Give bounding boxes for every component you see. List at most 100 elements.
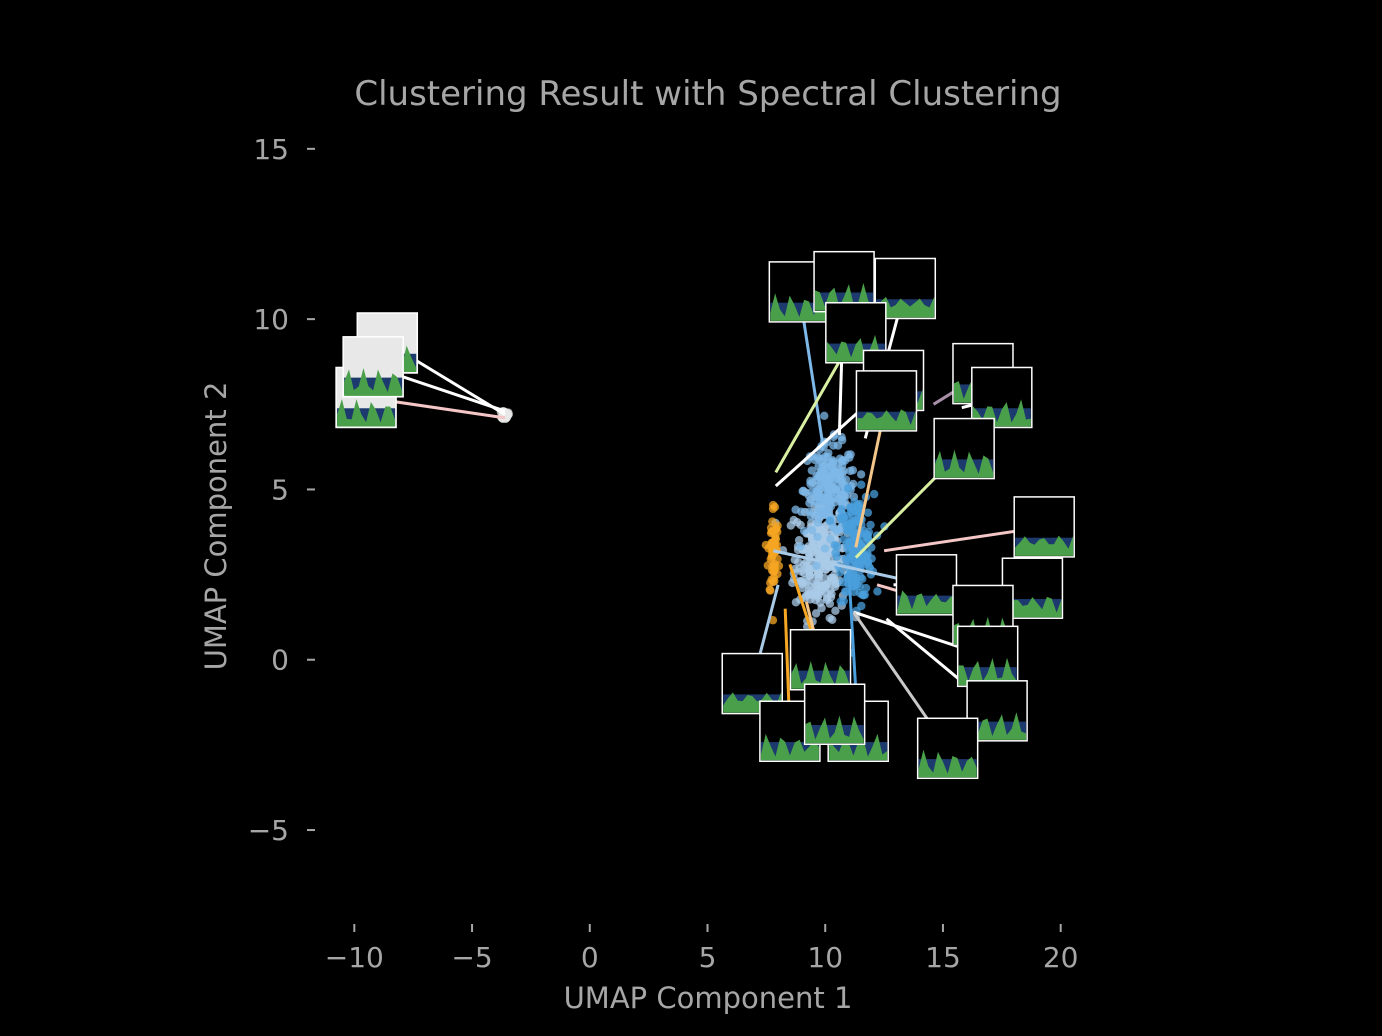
data-point xyxy=(825,499,835,509)
data-point xyxy=(858,590,867,600)
data-point xyxy=(857,480,866,489)
data-point xyxy=(814,472,823,482)
data-point xyxy=(849,582,858,591)
data-point xyxy=(786,521,796,530)
x-tick-label: 20 xyxy=(1043,941,1079,974)
data-point xyxy=(846,523,855,532)
data-point xyxy=(831,606,840,616)
thumbnail-land xyxy=(935,449,994,478)
x-tick-label: −10 xyxy=(325,941,384,974)
data-point xyxy=(866,520,875,530)
thumbnail-image xyxy=(789,628,852,691)
data-point xyxy=(825,599,835,608)
x-tick-label: −5 xyxy=(451,941,492,974)
data-point xyxy=(832,542,842,551)
data-point xyxy=(824,472,833,481)
data-point xyxy=(814,502,823,511)
data-point xyxy=(869,489,879,499)
x-axis-label: UMAP Component 1 xyxy=(564,981,853,1015)
data-point xyxy=(827,589,836,599)
data-point xyxy=(856,573,865,582)
data-point xyxy=(767,575,776,584)
data-point xyxy=(820,544,830,553)
data-point xyxy=(832,552,842,561)
data-point xyxy=(829,441,838,450)
data-point xyxy=(797,507,806,516)
data-point xyxy=(811,609,821,618)
data-point xyxy=(826,534,835,544)
data-point xyxy=(836,568,845,577)
data-point xyxy=(761,540,771,550)
data-point xyxy=(840,587,850,596)
data-point xyxy=(838,468,847,477)
data-point xyxy=(824,479,834,488)
scatter-points xyxy=(496,407,889,658)
thumbnail-land xyxy=(1015,535,1074,556)
data-point xyxy=(798,487,807,496)
thumbnail-land xyxy=(760,733,819,761)
data-point xyxy=(807,466,817,475)
data-point xyxy=(813,518,822,527)
data-point xyxy=(842,539,851,549)
data-point xyxy=(856,470,866,479)
data-point xyxy=(794,557,803,567)
data-point xyxy=(820,411,829,421)
thumbnail-image xyxy=(1013,496,1075,558)
data-point xyxy=(855,560,864,570)
data-point xyxy=(863,508,873,517)
data-point xyxy=(837,515,846,524)
thumbnail-land xyxy=(805,715,864,744)
thumbnail-land xyxy=(897,590,956,614)
thumbnail-land xyxy=(344,368,403,396)
data-point xyxy=(825,516,835,525)
data-point xyxy=(867,554,876,563)
data-point xyxy=(817,457,826,466)
data-point xyxy=(835,454,845,463)
x-axis-ticks: −10 −5 0 5 10 15 20 xyxy=(325,924,1079,974)
data-point xyxy=(824,510,834,519)
thumbnail-land xyxy=(1003,596,1062,618)
data-point xyxy=(840,491,849,500)
data-point xyxy=(806,476,815,486)
data-point xyxy=(797,567,806,576)
y-tick-label: 0 xyxy=(271,644,289,677)
thumbnail-land xyxy=(968,712,1027,740)
y-tick-label: −5 xyxy=(248,814,289,847)
thumbnail-land xyxy=(857,409,916,430)
data-point xyxy=(839,596,848,606)
thumbnail-image xyxy=(855,370,918,432)
data-point xyxy=(768,562,777,571)
data-point xyxy=(817,603,826,613)
data-point xyxy=(813,532,822,542)
thumbnail-image xyxy=(933,417,995,480)
data-point xyxy=(821,565,831,574)
thumbnail-image xyxy=(342,336,404,398)
data-point xyxy=(828,456,837,465)
data-point xyxy=(856,499,865,509)
data-point xyxy=(837,505,846,514)
data-point xyxy=(813,489,823,498)
image-thumbnails xyxy=(335,250,1075,780)
x-tick-label: 5 xyxy=(699,941,717,974)
data-point xyxy=(812,561,821,570)
thumbnail-land xyxy=(770,293,829,321)
x-tick-label: 15 xyxy=(925,941,961,974)
thumbnail-land xyxy=(791,661,850,689)
x-tick-label: 0 xyxy=(581,941,599,974)
thumbnail-image xyxy=(803,683,866,745)
data-point xyxy=(804,581,814,591)
data-point xyxy=(805,507,814,516)
data-point xyxy=(803,566,813,575)
data-point xyxy=(820,573,829,583)
thumbnail-land xyxy=(958,657,1017,686)
chart-title: Clustering Result with Spectral Clusteri… xyxy=(354,74,1061,114)
data-point xyxy=(843,484,853,493)
data-point xyxy=(828,615,837,624)
data-point xyxy=(807,525,817,535)
data-point xyxy=(804,491,814,500)
thumbnail-land xyxy=(953,374,1012,403)
thumbnail-image xyxy=(895,554,958,616)
data-point xyxy=(768,527,777,536)
x-tick-label: 10 xyxy=(807,941,843,974)
